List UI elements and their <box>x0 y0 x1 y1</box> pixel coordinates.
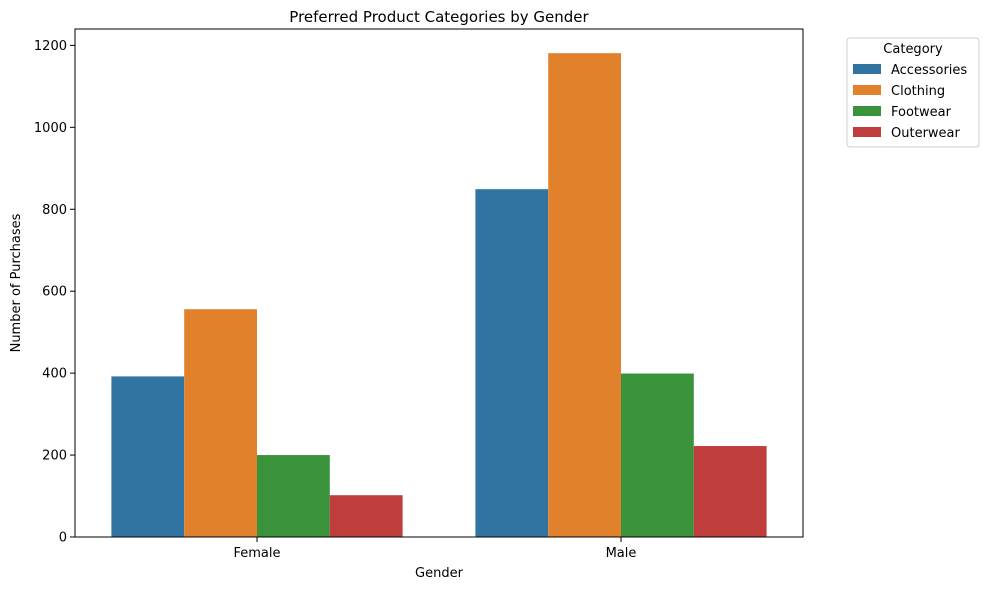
bar-male-clothing <box>548 53 621 538</box>
legend-label-outerwear: Outerwear <box>891 126 961 141</box>
y-tick-label: 1200 <box>34 39 67 54</box>
y-axis: 0 200 400 600 800 1000 1200 <box>34 39 75 546</box>
legend-swatch-footwear <box>853 106 881 116</box>
bar-male-footwear <box>621 373 694 537</box>
x-axis: Female Male <box>233 537 636 561</box>
legend-swatch-outerwear <box>853 127 881 137</box>
y-axis-label: Number of Purchases <box>9 213 24 352</box>
bar-female-outerwear <box>329 495 403 537</box>
y-tick-label: 200 <box>42 449 67 464</box>
legend-swatch-accessories <box>853 64 881 74</box>
legend-items: Accessories Clothing Footwear Outerwear <box>853 63 967 141</box>
chart-title: Preferred Product Categories by Gender <box>289 8 589 26</box>
x-tick-label: Female <box>233 546 280 561</box>
bar-male-accessories <box>475 189 549 537</box>
y-tick-label: 0 <box>59 531 67 546</box>
bar-male-outerwear <box>693 446 767 537</box>
legend: Category Accessories Clothing Footwear Oute… <box>846 37 980 148</box>
legend-swatch-clothing <box>853 85 881 95</box>
bars-group <box>111 53 767 538</box>
legend-title: Category <box>883 42 943 57</box>
x-tick-label: Male <box>606 546 637 561</box>
legend-label-clothing: Clothing <box>891 84 945 99</box>
legend-label-footwear: Footwear <box>891 105 952 120</box>
legend-label-accessories: Accessories <box>891 63 967 78</box>
y-tick-label: 1000 <box>34 121 67 136</box>
bar-female-accessories <box>111 376 185 537</box>
y-tick-label: 800 <box>42 203 67 218</box>
plot-frame <box>74 28 804 538</box>
bar-female-footwear <box>257 455 330 537</box>
y-tick-label: 600 <box>42 285 67 300</box>
x-axis-label: Gender <box>415 566 464 581</box>
bar-female-clothing <box>184 309 257 537</box>
y-tick-label: 400 <box>42 367 67 382</box>
